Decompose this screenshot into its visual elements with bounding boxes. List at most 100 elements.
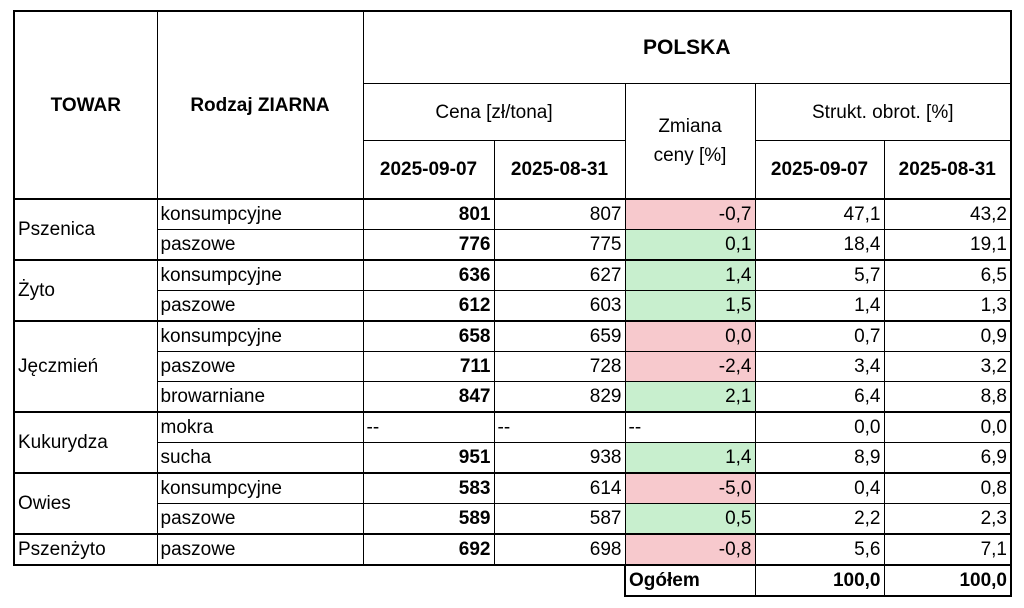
price-current-cell: 776 — [362, 229, 495, 261]
price-previous-cell: 728 — [493, 351, 626, 382]
share-previous-cell: 19,1 — [883, 229, 1012, 261]
share-previous-cell: 3,2 — [883, 351, 1012, 382]
rodzaj-cell: paszowe — [156, 290, 364, 322]
share-current-cell: 5,7 — [754, 259, 885, 291]
table-row: Żyto konsumpcyjne 636 627 1,4 5,7 6,5 — [13, 259, 1012, 322]
share-previous-cell: 0,9 — [883, 320, 1012, 352]
price-change-cell: -- — [624, 411, 756, 443]
rodzaj-cell: paszowe — [156, 229, 364, 261]
header-price-date-previous: 2025-08-31 — [493, 140, 626, 200]
share-current-cell: 8,9 — [754, 442, 885, 474]
price-current-cell: -- — [362, 411, 495, 443]
header-share-date-current: 2025-09-07 — [754, 140, 885, 200]
rodzaj-cell: paszowe — [156, 533, 364, 566]
table-row: Jęczmień konsumpcyjne 658 659 0,0 0,7 0,9 — [13, 320, 1012, 413]
header-region: POLSKA — [362, 9, 1012, 84]
price-current-cell: 711 — [362, 351, 495, 382]
total-label: Ogółem — [624, 564, 756, 597]
table-row: paszowe 612 603 1,5 1,4 1,3 — [14, 290, 1012, 322]
empty-cell — [363, 565, 494, 596]
rodzaj-cell: konsumpcyjne — [156, 198, 364, 230]
header-rodzaj-ziarna: Rodzaj ZIARNA — [156, 10, 364, 200]
share-current-cell: 2,2 — [754, 503, 885, 535]
towar-cell: Żyto — [13, 259, 158, 322]
grain-price-table: TOWAR Rodzaj ZIARNA POLSKA Cena [zł/tona… — [13, 9, 1012, 597]
header-change-line2: ceny [%] — [624, 140, 756, 200]
price-current-cell: 801 — [362, 198, 495, 230]
share-previous-cell: 6,9 — [883, 442, 1012, 474]
rodzaj-cell: browarniane — [156, 381, 364, 413]
share-current-cell: 0,4 — [754, 472, 885, 504]
price-change-cell: 0,5 — [624, 503, 756, 535]
empty-cell — [14, 565, 157, 596]
rodzaj-cell: mokra — [156, 411, 364, 443]
price-change-cell: 0,1 — [624, 229, 756, 261]
price-change-cell: 2,1 — [624, 381, 756, 413]
share-current-cell: 5,6 — [754, 533, 885, 566]
share-current-cell: 3,4 — [754, 351, 885, 382]
share-current-cell: 0,7 — [754, 320, 885, 352]
price-previous-cell: 775 — [493, 229, 626, 261]
price-previous-cell: 603 — [493, 290, 626, 322]
share-previous-cell: 0,0 — [883, 411, 1012, 443]
price-previous-cell: -- — [493, 411, 626, 443]
table-row: paszowe 711 728 -2,4 3,4 3,2 — [14, 351, 1012, 382]
price-change-cell: -5,0 — [624, 472, 756, 504]
towar-cell: Jęczmień — [13, 320, 158, 413]
price-current-cell: 658 — [362, 320, 495, 352]
price-current-cell: 612 — [362, 290, 495, 322]
share-current-cell: 47,1 — [754, 198, 885, 230]
share-previous-cell: 1,3 — [883, 290, 1012, 322]
share-previous-cell: 8,8 — [883, 381, 1012, 413]
share-previous-cell: 7,1 — [883, 533, 1012, 566]
table-body: Pszenica konsumpcyjne 801 807 -0,7 47,1 43,2 pa… — [13, 198, 1012, 597]
table-row: Owies konsumpcyjne 583 614 -5,0 0,4 0,8 — [13, 472, 1012, 535]
share-previous-cell: 0,8 — [883, 472, 1012, 504]
share-previous-cell: 43,2 — [883, 198, 1012, 230]
empty-cell — [157, 565, 363, 596]
price-change-cell: 1,5 — [624, 290, 756, 322]
total-share-previous: 100,0 — [883, 564, 1012, 597]
total-share-current: 100,0 — [754, 564, 885, 597]
share-previous-cell: 6,5 — [883, 259, 1012, 291]
share-current-cell: 1,4 — [754, 290, 885, 322]
price-change-cell: -0,8 — [624, 533, 756, 566]
header-price-date-current: 2025-09-07 — [362, 140, 495, 200]
towar-cell: Kukurydza — [13, 411, 158, 474]
header-price-group: Cena [zł/tona] — [362, 82, 626, 142]
rodzaj-cell: konsumpcyjne — [156, 320, 364, 352]
towar-cell: Pszenżyto — [13, 533, 158, 566]
empty-cell — [494, 565, 625, 596]
share-current-cell: 18,4 — [754, 229, 885, 261]
price-current-cell: 692 — [362, 533, 495, 566]
rodzaj-cell: konsumpcyjne — [156, 472, 364, 504]
table-row: Pszenica konsumpcyjne 801 807 -0,7 47,1 43,2 — [13, 198, 1012, 261]
price-previous-cell: 587 — [493, 503, 626, 535]
table-row: Kukurydza mokra -- -- -- 0,0 0,0 — [13, 411, 1012, 474]
price-previous-cell: 698 — [493, 533, 626, 566]
price-change-cell: 0,0 — [624, 320, 756, 352]
price-current-cell: 583 — [362, 472, 495, 504]
table-row: Pszenżyto paszowe 692 698 -0,8 5,6 7,1 — [13, 533, 1012, 566]
towar-cell: Pszenica — [13, 198, 158, 261]
price-previous-cell: 807 — [493, 198, 626, 230]
price-previous-cell: 938 — [493, 442, 626, 474]
header-structure-group: Strukt. obrot. [%] — [754, 82, 1012, 142]
share-current-cell: 0,0 — [754, 411, 885, 443]
table-row: paszowe 776 775 0,1 18,4 19,1 — [14, 229, 1012, 261]
table-row: paszowe 589 587 0,5 2,2 2,3 — [14, 503, 1012, 535]
table-row: sucha 951 938 1,4 8,9 6,9 — [14, 442, 1012, 474]
price-previous-cell: 614 — [493, 472, 626, 504]
header-change-line1: Zmiana — [624, 82, 756, 141]
price-current-cell: 589 — [362, 503, 495, 535]
header-towar: TOWAR — [13, 10, 158, 200]
price-change-cell: 1,4 — [624, 259, 756, 291]
rodzaj-cell: sucha — [156, 442, 364, 474]
price-previous-cell: 829 — [493, 381, 626, 413]
rodzaj-cell: paszowe — [156, 503, 364, 535]
price-change-cell: 1,4 — [624, 442, 756, 474]
share-current-cell: 6,4 — [754, 381, 885, 413]
total-row: Ogółem 100,0 100,0 — [14, 564, 1012, 597]
header-share-date-previous: 2025-08-31 — [883, 140, 1012, 200]
price-current-cell: 847 — [362, 381, 495, 413]
